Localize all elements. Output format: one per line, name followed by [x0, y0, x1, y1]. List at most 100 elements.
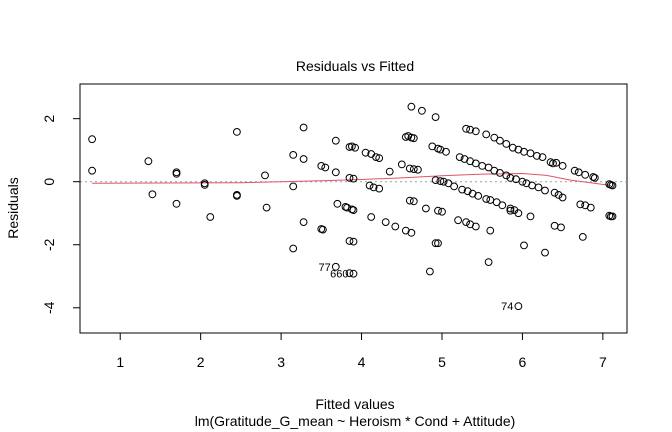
- residual-point: [496, 136, 504, 145]
- residual-point: [526, 149, 535, 158]
- residual-point: [391, 222, 400, 231]
- residual-point: [436, 177, 445, 186]
- residual-point: [586, 203, 595, 212]
- residual-point: [502, 140, 511, 148]
- residual-point: [233, 128, 241, 136]
- x-tick-label: 3: [277, 354, 285, 370]
- residual-point: [466, 125, 475, 134]
- residual-point: [484, 258, 493, 267]
- residual-point: [365, 181, 374, 190]
- x-tick-label: 2: [197, 354, 205, 370]
- y-tick-label: 0: [41, 178, 57, 186]
- residual-point: [321, 163, 330, 172]
- residual-point: [538, 153, 547, 162]
- residual-point: [558, 193, 567, 202]
- residual-point: [299, 123, 308, 132]
- residual-point: [88, 135, 96, 144]
- residual-point: [506, 174, 515, 182]
- residual-point: [508, 143, 517, 152]
- y-tick-label: 2: [41, 115, 57, 123]
- residual-point: [331, 168, 340, 177]
- residual-point: [289, 151, 298, 159]
- residual-point: [381, 218, 390, 227]
- residual-point: [554, 191, 563, 199]
- residual-point: [550, 188, 559, 197]
- residual-point: [172, 169, 181, 178]
- residual-point: [578, 233, 587, 241]
- residual-point: [397, 160, 406, 169]
- residual-point: [414, 165, 422, 174]
- residual-point: [484, 163, 493, 172]
- residual-point: [502, 171, 511, 180]
- residual-point: [375, 154, 384, 163]
- x-tick-label: 6: [519, 354, 527, 370]
- outlier-label-74: 74: [501, 301, 513, 313]
- residual-point: [549, 159, 557, 168]
- residual-point: [518, 177, 527, 186]
- residual-point: [349, 206, 358, 215]
- residual-point: [172, 199, 181, 208]
- residual-point: [317, 162, 326, 170]
- residual-point: [405, 196, 414, 205]
- model-formula-subtitle: lm(Gratitude_G_mean ~ Heroism * Cond + A…: [195, 413, 516, 429]
- residual-point: [570, 166, 579, 175]
- x-axis-label: Fitted values: [315, 396, 394, 412]
- residual-point: [331, 262, 340, 271]
- residual-point: [407, 102, 416, 111]
- residual-point: [375, 184, 384, 193]
- residual-point: [589, 173, 598, 181]
- x-tick-label: 4: [358, 354, 366, 370]
- residual-point: [345, 174, 354, 182]
- chart-title: Residuals vs Fitted: [296, 58, 414, 74]
- residual-point: [526, 212, 535, 221]
- residual-point: [367, 213, 376, 221]
- residual-point: [409, 165, 418, 174]
- x-tick-label: 7: [599, 354, 607, 370]
- residual-point: [498, 201, 507, 210]
- residual-point: [349, 269, 358, 278]
- residual-point: [541, 186, 549, 195]
- residual-point: [581, 170, 590, 179]
- x-tick-label: 1: [116, 354, 124, 370]
- residual-point: [486, 226, 495, 235]
- residual-point: [534, 183, 543, 192]
- residual-point: [200, 181, 209, 189]
- residual-point: [361, 148, 370, 157]
- residual-point: [343, 203, 352, 212]
- residual-point: [409, 197, 418, 206]
- residual-point: [574, 168, 583, 177]
- residual-point: [148, 190, 157, 199]
- residual-point: [506, 204, 515, 213]
- residual-point: [455, 153, 464, 162]
- residual-point: [608, 181, 617, 190]
- residual-point: [471, 127, 480, 136]
- residual-point: [333, 199, 342, 208]
- residual-point: [431, 113, 440, 121]
- residual-point: [541, 248, 549, 257]
- residual-point: [385, 167, 394, 176]
- residual-point: [474, 192, 483, 200]
- residual-point: [533, 152, 541, 160]
- residual-point: [608, 212, 617, 221]
- residual-point: [422, 204, 430, 213]
- residual-point: [482, 195, 491, 203]
- residual-point: [331, 136, 340, 145]
- residual-point: [557, 223, 565, 232]
- residual-point: [431, 176, 440, 185]
- residual-point: [471, 159, 480, 168]
- residual-point: [450, 182, 459, 191]
- residual-point: [458, 185, 467, 194]
- residual-point: [462, 218, 471, 227]
- smoother-line: [92, 172, 611, 186]
- residual-point: [431, 239, 440, 248]
- residual-point: [454, 216, 463, 225]
- residual-point: [434, 239, 442, 248]
- residual-point: [206, 213, 215, 221]
- residual-point: [372, 153, 380, 162]
- residual-point: [576, 200, 585, 209]
- residual-point: [289, 182, 298, 191]
- residual-point: [496, 169, 504, 177]
- residual-point: [426, 267, 434, 276]
- residual-point: [462, 124, 471, 133]
- residual-point: [512, 175, 520, 184]
